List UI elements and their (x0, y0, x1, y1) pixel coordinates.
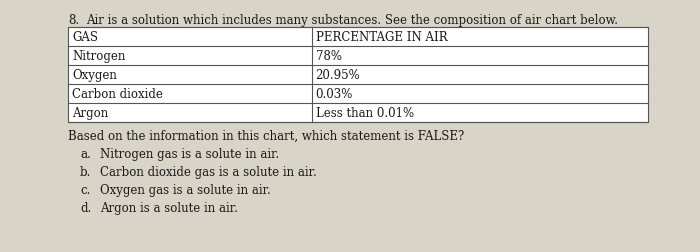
Text: 0.03%: 0.03% (316, 88, 353, 101)
Text: Nitrogen: Nitrogen (72, 50, 125, 63)
Text: PERCENTAGE IN AIR: PERCENTAGE IN AIR (316, 31, 447, 44)
Text: 78%: 78% (316, 50, 342, 63)
Text: Less than 0.01%: Less than 0.01% (316, 107, 414, 119)
Text: c.: c. (80, 183, 90, 196)
Text: Carbon dioxide: Carbon dioxide (72, 88, 163, 101)
Text: b.: b. (80, 165, 92, 178)
Text: Argon is a solute in air.: Argon is a solute in air. (100, 201, 238, 214)
Text: Carbon dioxide gas is a solute in air.: Carbon dioxide gas is a solute in air. (100, 165, 316, 178)
Text: Oxygen gas is a solute in air.: Oxygen gas is a solute in air. (100, 183, 271, 196)
Text: 20.95%: 20.95% (316, 69, 360, 82)
Text: GAS: GAS (72, 31, 98, 44)
Text: 8.: 8. (68, 14, 79, 27)
Bar (68, 28, 648, 122)
Text: Based on the information in this chart, which statement is FALSE?: Based on the information in this chart, … (68, 130, 464, 142)
Text: Air is a solution which includes many substances. See the composition of air cha: Air is a solution which includes many su… (86, 14, 618, 27)
Text: Nitrogen gas is a solute in air.: Nitrogen gas is a solute in air. (100, 147, 279, 160)
Text: Argon: Argon (72, 107, 108, 119)
Text: Oxygen: Oxygen (72, 69, 117, 82)
Text: a.: a. (80, 147, 91, 160)
Text: d.: d. (80, 201, 91, 214)
